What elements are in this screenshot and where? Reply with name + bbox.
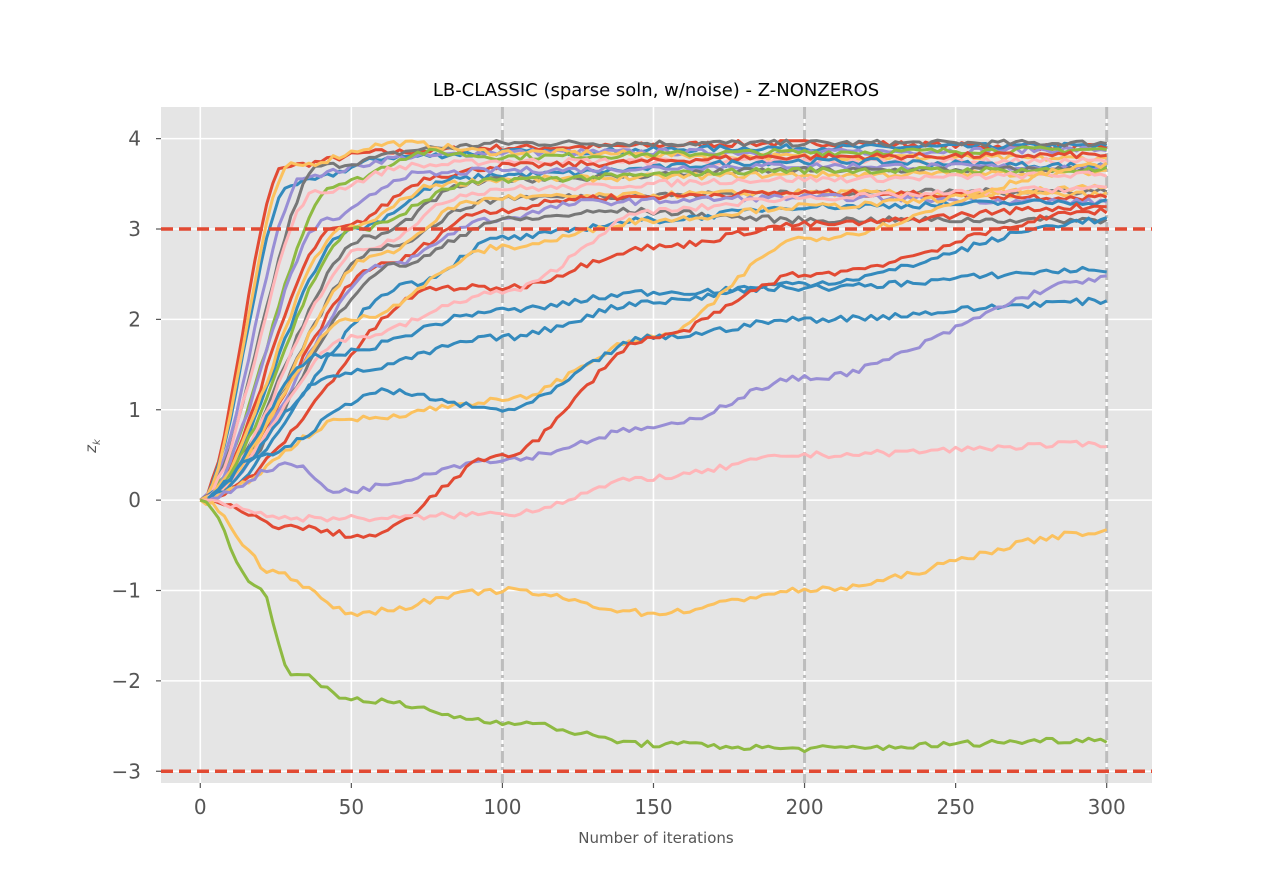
y-tick-label: 4 — [128, 127, 141, 151]
y-axis-label: zk — [82, 438, 103, 454]
series-line — [199, 183, 1107, 504]
y-tick-label: 0 — [128, 488, 141, 512]
x-axis-ticks: 0 50 100 150 200 250 300 — [194, 783, 1126, 819]
vertical-markers — [500, 107, 1109, 783]
threshold-lines — [161, 227, 1152, 774]
series-line — [200, 265, 1107, 502]
chart-title: LB-CLASSIC (sparse soln, w/noise) - Z-NO… — [433, 80, 879, 101]
series-line — [200, 138, 1107, 502]
x-tick-label: 0 — [194, 795, 207, 819]
series-line — [200, 184, 1107, 502]
x-tick-label: 250 — [937, 795, 975, 819]
y-tick-label: −1 — [112, 579, 141, 603]
series-line — [199, 274, 1107, 504]
series-line — [199, 498, 1108, 754]
series-line — [200, 161, 1107, 502]
x-tick-label: 200 — [785, 795, 823, 819]
series-group — [199, 138, 1108, 754]
series-line — [200, 202, 1107, 503]
x-tick-label: 150 — [634, 795, 672, 819]
y-tick-label: 2 — [128, 307, 141, 331]
series-line — [199, 498, 1108, 618]
series-line — [200, 193, 1108, 503]
x-tick-label: 50 — [339, 795, 364, 819]
series-line — [200, 439, 1107, 523]
y-axis-ticks: −3 −2 −1 0 1 2 3 4 — [112, 127, 161, 783]
y-tick-label: −3 — [112, 759, 141, 783]
y-tick-label: −2 — [112, 669, 141, 693]
x-tick-label: 300 — [1088, 795, 1126, 819]
series-line — [200, 207, 1108, 539]
series-line — [200, 170, 1108, 502]
series-line — [200, 198, 1108, 502]
y-tick-label: 1 — [128, 398, 141, 422]
y-tick-label: 3 — [128, 217, 141, 241]
series-line — [200, 216, 1108, 502]
x-tick-label: 100 — [483, 795, 521, 819]
x-axis-label: Number of iterations — [578, 829, 734, 847]
